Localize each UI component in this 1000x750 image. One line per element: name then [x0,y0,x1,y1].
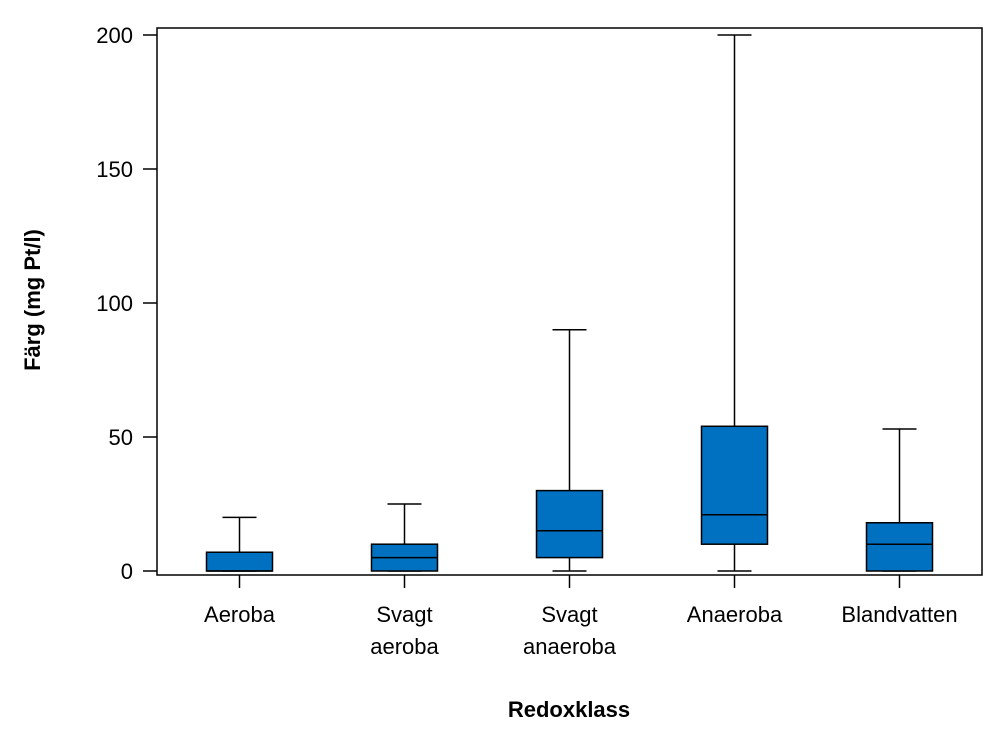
y-tick-label-100: 100 [96,291,133,316]
box-group-2 [535,329,604,588]
y-tick-label-0: 0 [121,559,133,584]
x-tick-label-2-line-1: anaeroba [523,634,617,659]
x-axis-title: Redoxklass [508,697,630,722]
x-tick-label-2: Svagt anaeroba [523,602,617,659]
box-3 [700,425,769,545]
box-group-3 [700,34,769,588]
x-tick-label-0: Aeroba [204,602,276,627]
y-tick-label-200: 200 [96,23,133,48]
y-axis-title: Färg (mg Pt/l) [20,229,45,371]
x-tick-label-3: Anaeroba [687,602,783,627]
x-tick-label-1: Svagt aeroba [370,602,439,659]
box-group-1 [370,503,439,588]
y-tick-label-150: 150 [96,157,133,182]
box-group-4 [865,428,934,588]
boxes-layer [205,34,934,588]
y-axis: 0 50 100 150 200 [96,23,157,584]
y-tick-label-50: 50 [109,425,133,450]
x-tick-label-3-line-0: Anaeroba [687,602,783,627]
x-tick-label-2-line-0: Svagt [541,602,597,627]
box-2 [535,489,604,559]
x-tick-label-1-line-1: aeroba [370,634,439,659]
box-0 [205,551,274,572]
x-axis: Aeroba Svagt aeroba Svagt anaeroba Anaeroba Bl… [204,602,958,659]
x-tick-label-4-line-0: Blandvatten [841,602,957,627]
x-tick-label-0-line-0: Aeroba [204,602,276,627]
box-group-0 [205,516,274,588]
box-4 [865,522,934,572]
x-tick-label-4: Blandvatten [841,602,957,627]
x-tick-label-1-line-0: Svagt [376,602,432,627]
